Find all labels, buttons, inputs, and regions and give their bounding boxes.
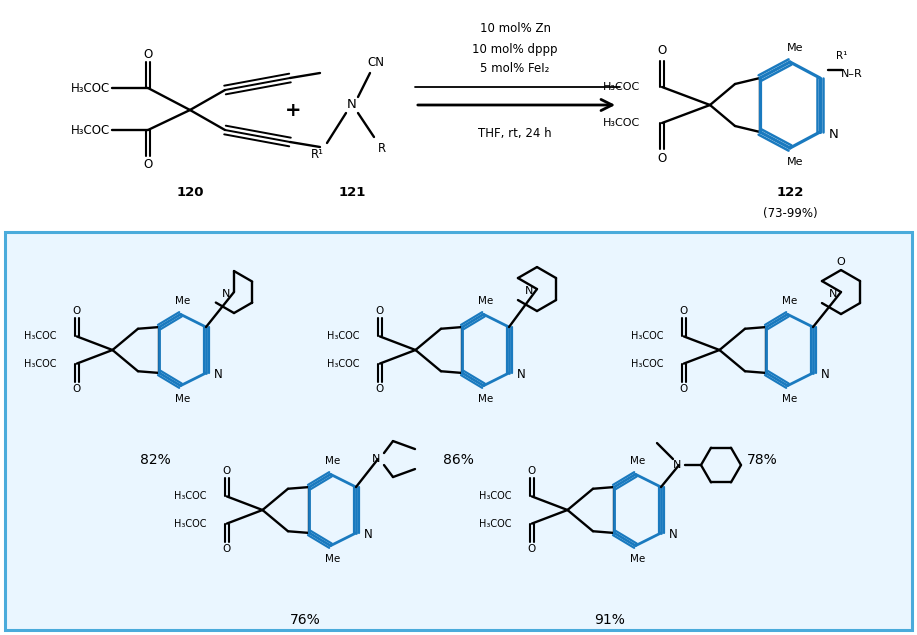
Text: N: N — [525, 286, 533, 296]
Text: O: O — [143, 48, 152, 60]
Text: Me: Me — [175, 297, 190, 306]
Text: N: N — [821, 368, 829, 382]
Text: N: N — [348, 98, 357, 112]
Text: H₃COC: H₃COC — [71, 123, 110, 137]
Text: N: N — [516, 368, 525, 382]
Text: Me: Me — [325, 457, 340, 466]
Text: O: O — [679, 306, 688, 316]
Text: 82%: 82% — [139, 453, 171, 467]
Text: O: O — [376, 384, 384, 394]
Text: H₃COC: H₃COC — [174, 519, 207, 528]
Text: CN: CN — [368, 57, 384, 69]
Text: R: R — [378, 142, 386, 156]
Text: 120: 120 — [176, 187, 204, 199]
Text: N: N — [668, 528, 678, 542]
Text: O: O — [223, 544, 231, 554]
Text: N–R: N–R — [841, 69, 863, 79]
Text: H₃COC: H₃COC — [602, 118, 640, 128]
Text: Me: Me — [630, 554, 646, 564]
Text: 121: 121 — [338, 187, 366, 199]
Text: O: O — [143, 157, 152, 171]
Text: Me: Me — [782, 297, 797, 306]
Text: R¹: R¹ — [311, 149, 324, 161]
Text: Me: Me — [478, 297, 493, 306]
Text: H₃COC: H₃COC — [480, 519, 512, 528]
Text: N: N — [222, 289, 230, 299]
Text: O: O — [657, 44, 667, 58]
Text: Me: Me — [782, 394, 797, 404]
Text: Me: Me — [175, 394, 190, 404]
Text: Me: Me — [325, 554, 340, 564]
Text: O: O — [72, 384, 81, 394]
Text: N: N — [371, 454, 381, 464]
Text: 76%: 76% — [290, 613, 320, 627]
Text: O: O — [836, 257, 845, 267]
Text: Me: Me — [787, 157, 803, 167]
Text: (73-99%): (73-99%) — [763, 206, 817, 220]
Text: Me: Me — [478, 394, 493, 404]
Text: 10 mol% dppp: 10 mol% dppp — [472, 43, 558, 55]
Text: 5 mol% FeI₂: 5 mol% FeI₂ — [481, 62, 549, 76]
Text: N: N — [829, 289, 837, 299]
Text: N: N — [214, 368, 223, 382]
Text: 91%: 91% — [594, 613, 625, 627]
Text: 86%: 86% — [443, 453, 473, 467]
FancyBboxPatch shape — [5, 232, 912, 630]
Text: N: N — [364, 528, 372, 542]
Text: N: N — [829, 128, 839, 142]
Text: THF, rt, 24 h: THF, rt, 24 h — [478, 126, 552, 140]
Text: O: O — [72, 306, 81, 316]
Text: H₃COC: H₃COC — [480, 491, 512, 502]
Text: H₃COC: H₃COC — [631, 331, 664, 342]
Text: H₃COC: H₃COC — [71, 81, 110, 95]
Text: H₃COC: H₃COC — [602, 82, 640, 92]
Text: O: O — [376, 306, 384, 316]
Text: H₃COC: H₃COC — [631, 359, 664, 368]
Text: Me: Me — [630, 457, 646, 466]
Text: N: N — [673, 460, 681, 470]
Text: O: O — [657, 152, 667, 166]
Text: H₃COC: H₃COC — [327, 331, 359, 342]
Text: O: O — [527, 544, 536, 554]
Text: 78%: 78% — [746, 453, 778, 467]
Text: 122: 122 — [777, 187, 803, 199]
Text: H₃COC: H₃COC — [327, 359, 359, 368]
Text: 10 mol% Zn: 10 mol% Zn — [480, 22, 550, 36]
Text: O: O — [527, 466, 536, 476]
Text: O: O — [679, 384, 688, 394]
Text: H₃COC: H₃COC — [24, 359, 57, 368]
Text: Me: Me — [787, 43, 803, 53]
Text: H₃COC: H₃COC — [174, 491, 207, 502]
Text: H₃COC: H₃COC — [24, 331, 57, 342]
Text: O: O — [223, 466, 231, 476]
Text: R¹: R¹ — [836, 51, 847, 61]
Text: +: + — [285, 100, 302, 119]
